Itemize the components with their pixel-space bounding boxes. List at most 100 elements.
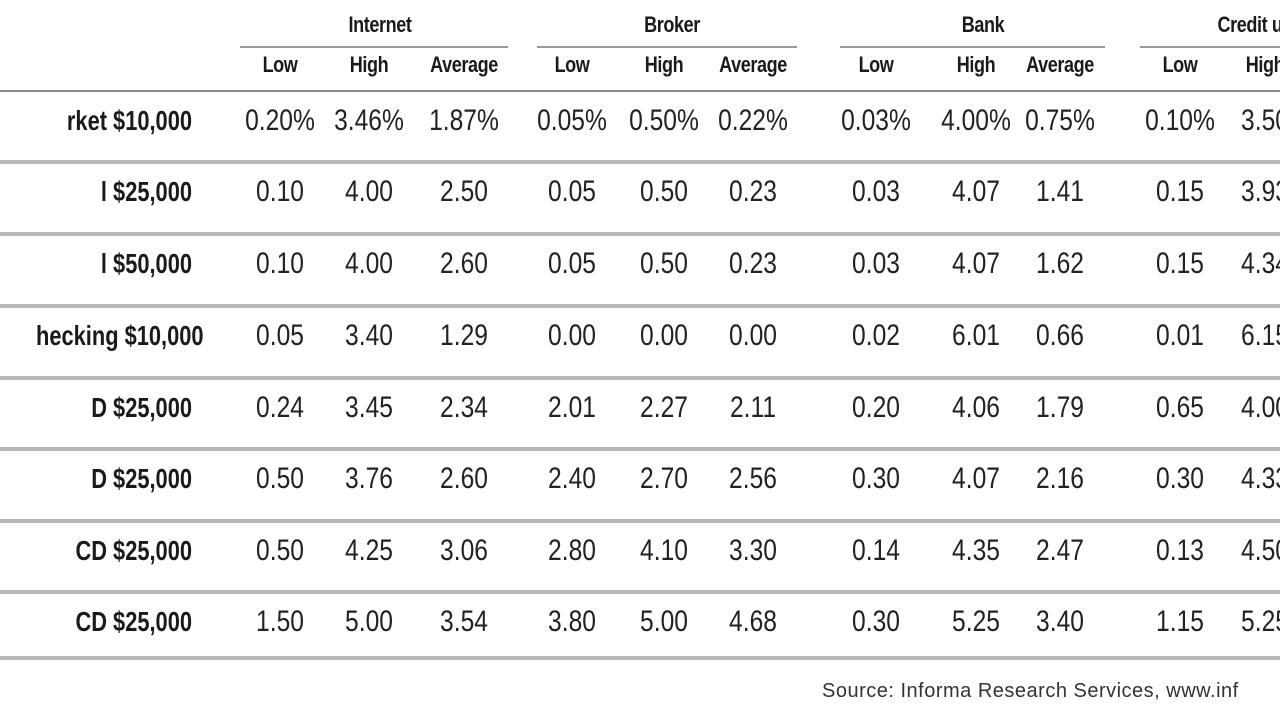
table-cell: 0.13 <box>1156 534 1204 567</box>
sub-header-3: Low <box>554 52 590 77</box>
group-header-0: Internet <box>348 12 412 37</box>
table-cell: 2.60 <box>440 462 488 495</box>
table-cell: 0.03% <box>841 104 911 137</box>
table-cell: 4.07 <box>952 247 1000 280</box>
table-cell: 0.02 <box>852 319 900 352</box>
table-cell: 0.30 <box>852 462 900 495</box>
group-header-2: Bank <box>961 12 1005 37</box>
table-cell: 2.40 <box>548 462 596 495</box>
sub-header-8: Average <box>1026 52 1094 77</box>
table-cell: 0.24 <box>256 391 304 424</box>
table-cell: 3.30 <box>729 534 777 567</box>
table-cell: 4.33 <box>1241 462 1280 495</box>
table-cell: 3.40 <box>1036 605 1084 638</box>
table-cell: 0.01 <box>1156 319 1204 352</box>
table-cell: 0.23 <box>729 247 777 280</box>
table-cell: 0.10 <box>256 175 304 208</box>
row-label-6: CD $25,000 <box>75 535 192 566</box>
table-cell: 4.06 <box>952 391 1000 424</box>
table-cell: 3.76 <box>345 462 393 495</box>
table-cell: 3.06 <box>440 534 488 567</box>
row-divider <box>0 160 1280 164</box>
table-cell: 0.03 <box>852 247 900 280</box>
table-cell: 4.00 <box>1241 391 1280 424</box>
table-cell: 2.50 <box>440 175 488 208</box>
table-cell: 0.23 <box>729 175 777 208</box>
sub-header-1: High <box>349 52 389 77</box>
table-cell: 5.25 <box>1241 605 1280 638</box>
table-cell: 0.50 <box>640 247 688 280</box>
sub-header-7: High <box>956 52 996 77</box>
table-cell: 3.54 <box>440 605 488 638</box>
table-cell: 5.00 <box>345 605 393 638</box>
row-divider <box>0 447 1280 451</box>
row-label-7: CD $25,000 <box>75 606 192 637</box>
table-cell: 2.34 <box>440 391 488 424</box>
group-rule-0 <box>240 46 508 48</box>
table-cell: 2.70 <box>640 462 688 495</box>
table-cell: 3.80 <box>548 605 596 638</box>
table-cell: 3.40 <box>345 319 393 352</box>
table-cell: 0.75% <box>1025 104 1095 137</box>
group-header-3: Credit u <box>1217 12 1280 37</box>
table-cell: 3.93 <box>1241 175 1280 208</box>
table-cell: 0.50 <box>640 175 688 208</box>
table-cell: 0.66 <box>1036 319 1084 352</box>
row-divider <box>0 519 1280 523</box>
table-cell: 5.00 <box>640 605 688 638</box>
table-cell: 0.00 <box>548 319 596 352</box>
sub-header-4: High <box>644 52 684 77</box>
table-cell: 4.07 <box>952 462 1000 495</box>
table-cell: 2.60 <box>440 247 488 280</box>
table-cell: 3.46% <box>334 104 404 137</box>
table-cell: 4.00% <box>941 104 1011 137</box>
table-cell: 1.62 <box>1036 247 1084 280</box>
table-cell: 1.15 <box>1156 605 1204 638</box>
row-label-0: rket $10,000 <box>66 105 192 136</box>
table-cell: 0.00 <box>729 319 777 352</box>
table-cell: 0.14 <box>852 534 900 567</box>
sub-header-2: Average <box>430 52 498 77</box>
source-note: Source: Informa Research Services, www.i… <box>822 680 1239 702</box>
sub-header-6: Low <box>858 52 894 77</box>
table-cell: 0.05% <box>537 104 607 137</box>
table-cell: 1.79 <box>1036 391 1084 424</box>
row-divider <box>0 304 1280 308</box>
table-cell: 2.27 <box>640 391 688 424</box>
table-cell: 4.10 <box>640 534 688 567</box>
table-cell: 2.80 <box>548 534 596 567</box>
row-label-5: D $25,000 <box>91 463 192 494</box>
table-cell: 0.05 <box>548 175 596 208</box>
table-cell: 6.15 <box>1241 319 1280 352</box>
table-cell: 0.00 <box>640 319 688 352</box>
group-rule-3 <box>1140 46 1280 48</box>
table-cell: 4.35 <box>952 534 1000 567</box>
table-cell: 2.56 <box>729 462 777 495</box>
table-cell: 0.05 <box>548 247 596 280</box>
table-cell: 5.25 <box>952 605 1000 638</box>
table-cell: 3.50 <box>1241 104 1280 137</box>
group-rule-2 <box>840 46 1105 48</box>
table-cell: 0.15 <box>1156 247 1204 280</box>
table-cell: 1.29 <box>440 319 488 352</box>
table-cell: 6.01 <box>952 319 1000 352</box>
table-cell: 0.20% <box>245 104 315 137</box>
row-divider <box>0 232 1280 236</box>
table-cell: 0.50 <box>256 462 304 495</box>
row-divider <box>0 590 1280 594</box>
table-cell: 2.47 <box>1036 534 1084 567</box>
table-cell: 2.01 <box>548 391 596 424</box>
group-rule-1 <box>537 46 797 48</box>
table-cell: 4.25 <box>345 534 393 567</box>
table-cell: 0.05 <box>256 319 304 352</box>
table-cell: 1.50 <box>256 605 304 638</box>
row-divider <box>0 90 1280 92</box>
table-cell: 0.50 <box>256 534 304 567</box>
table-cell: 0.30 <box>1156 462 1204 495</box>
group-header-1: Broker <box>644 12 700 37</box>
row-divider <box>0 376 1280 380</box>
row-label-1: l $25,000 <box>100 176 192 207</box>
table-cell: 4.00 <box>345 175 393 208</box>
table-cell: 1.87% <box>429 104 499 137</box>
